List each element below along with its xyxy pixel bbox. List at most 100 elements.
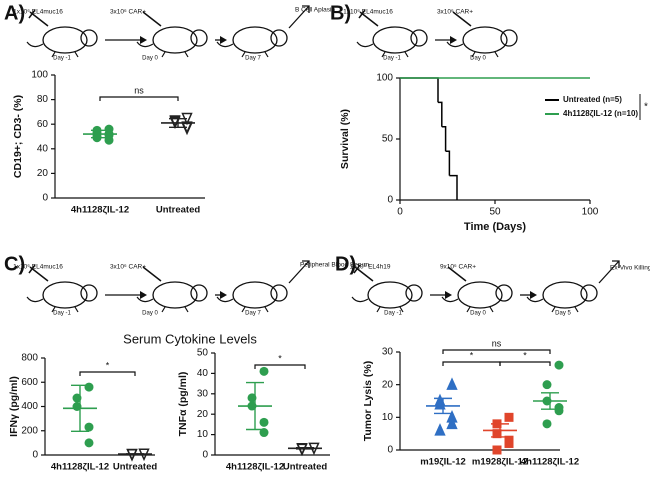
x-tick-label: m19ζIL-12 — [420, 457, 466, 468]
mouse-body — [42, 26, 88, 54]
x-tick-label: Untreated — [113, 462, 158, 473]
mouse-tail — [356, 41, 374, 48]
y-tick-label: 40 — [197, 368, 209, 379]
significance-bracket — [79, 371, 136, 376]
mouse-body — [457, 281, 503, 309]
legend-label: 4h1128ζIL-12 (n=10) — [563, 109, 638, 118]
y-tick-label: 100 — [376, 73, 393, 84]
mouse-feet — [51, 51, 79, 58]
significance-bracket — [499, 361, 551, 366]
syringe — [358, 9, 472, 27]
data-point — [542, 380, 552, 390]
y-tick-label: 50 — [197, 348, 209, 359]
significance-label: ns — [134, 85, 144, 95]
y-axis-label: Tumor Lysis (%) — [362, 361, 374, 442]
mouse-body — [152, 26, 198, 54]
data-point — [542, 419, 552, 429]
mouse-body — [232, 26, 278, 54]
y-tick-label: 50 — [382, 134, 394, 145]
y-tick-label: 30 — [197, 388, 209, 399]
error-bar — [91, 129, 109, 139]
mouse-head — [270, 284, 288, 302]
schematic-label: 9x10⁶ CAR+ — [440, 264, 476, 271]
significance-bracket — [442, 349, 551, 354]
schematic-label: Day 7 — [245, 56, 261, 62]
mouse-head — [80, 284, 98, 302]
mouse-feet — [381, 51, 409, 58]
y-tick-label: 30 — [382, 347, 394, 358]
data-point — [84, 422, 94, 432]
data-point — [446, 416, 458, 430]
mouse-feet — [241, 51, 269, 58]
data-point — [259, 428, 269, 438]
schematic-label: 1x10⁶ EL4muc16 — [13, 264, 63, 271]
significance-label: * — [106, 360, 110, 370]
significance-label: * — [278, 353, 282, 363]
schematic-label: 1x10⁶ EL4muc16 — [13, 9, 63, 16]
significance-label: ns — [492, 338, 502, 348]
mouse-feet — [471, 51, 499, 58]
significance-bracket — [442, 361, 501, 366]
arrowhead — [450, 36, 457, 44]
y-tick-label: 800 — [21, 353, 38, 364]
error-bar — [434, 397, 452, 415]
data-point — [554, 406, 564, 416]
legend-label: Untreated (n=5) — [563, 95, 622, 104]
mouse-feet — [551, 306, 579, 313]
x-tick-label: 4h1128ζIL-12 — [71, 205, 129, 216]
chart-title: Serum Cytokine Levels — [123, 331, 257, 346]
mouse-head — [190, 29, 208, 47]
schematic-label: Day 0 — [470, 311, 486, 317]
y-axis-label: TNFα (pg/ml) — [177, 372, 189, 437]
mouse-body — [372, 26, 418, 54]
schematic-label: 3x10⁶ CAR+ — [437, 9, 473, 16]
error-bar — [541, 392, 559, 410]
mouse-head — [500, 29, 518, 47]
schematic-label: Day 0 — [142, 56, 158, 62]
mouse-tail — [441, 296, 459, 303]
y-tick-label: 0 — [202, 450, 208, 461]
schematic-label: 1x10⁶ EL4h19 — [350, 264, 391, 271]
mouse-body — [542, 281, 588, 309]
schematic-label: Peripheral Blood Serum — [300, 262, 369, 269]
data-point — [504, 438, 514, 448]
y-tick-label: 40 — [37, 143, 49, 154]
panel-letter: B) — [330, 2, 351, 24]
mouse-tail — [26, 41, 44, 48]
y-tick-label: 20 — [37, 168, 49, 179]
data-point — [259, 417, 269, 427]
schematic-label: Day 7 — [245, 311, 261, 317]
x-axis-label: Time (Days) — [464, 221, 526, 233]
mouse-head — [190, 284, 208, 302]
y-axis-label: Survival (%) — [339, 109, 351, 169]
error-bar — [169, 117, 187, 128]
error-bar — [71, 384, 89, 433]
error-bar — [246, 381, 264, 431]
arrow — [598, 260, 620, 284]
survival-step — [438, 101, 443, 127]
mouse-tail — [26, 296, 44, 303]
y-tick-label: 200 — [21, 425, 38, 436]
arrow — [288, 260, 310, 284]
x-tick-label: Untreated — [156, 205, 201, 216]
significance-bracket — [99, 96, 179, 101]
arrowhead — [140, 36, 147, 44]
y-tick-label: 60 — [37, 119, 49, 130]
x-tick-label: 100 — [582, 207, 599, 218]
arrowhead — [220, 291, 227, 299]
data-point — [446, 377, 458, 390]
schematic-label: Day 0 — [470, 56, 486, 62]
schematic-label: Day -1 — [53, 56, 71, 62]
data-point — [492, 445, 502, 455]
significance-label: * — [644, 102, 648, 113]
y-tick-label: 600 — [21, 377, 38, 388]
y-axis-label: IFNγ (pg/ml) — [8, 376, 20, 437]
schematic-label: Day 0 — [142, 311, 158, 317]
significance-label: * — [470, 350, 474, 360]
survival-step — [400, 77, 439, 103]
mouse-body — [367, 281, 413, 309]
panel-letter: A) — [4, 2, 25, 24]
y-tick-label: 0 — [387, 445, 393, 456]
y-axis-label: CD19+; CD3- (%) — [12, 95, 24, 178]
